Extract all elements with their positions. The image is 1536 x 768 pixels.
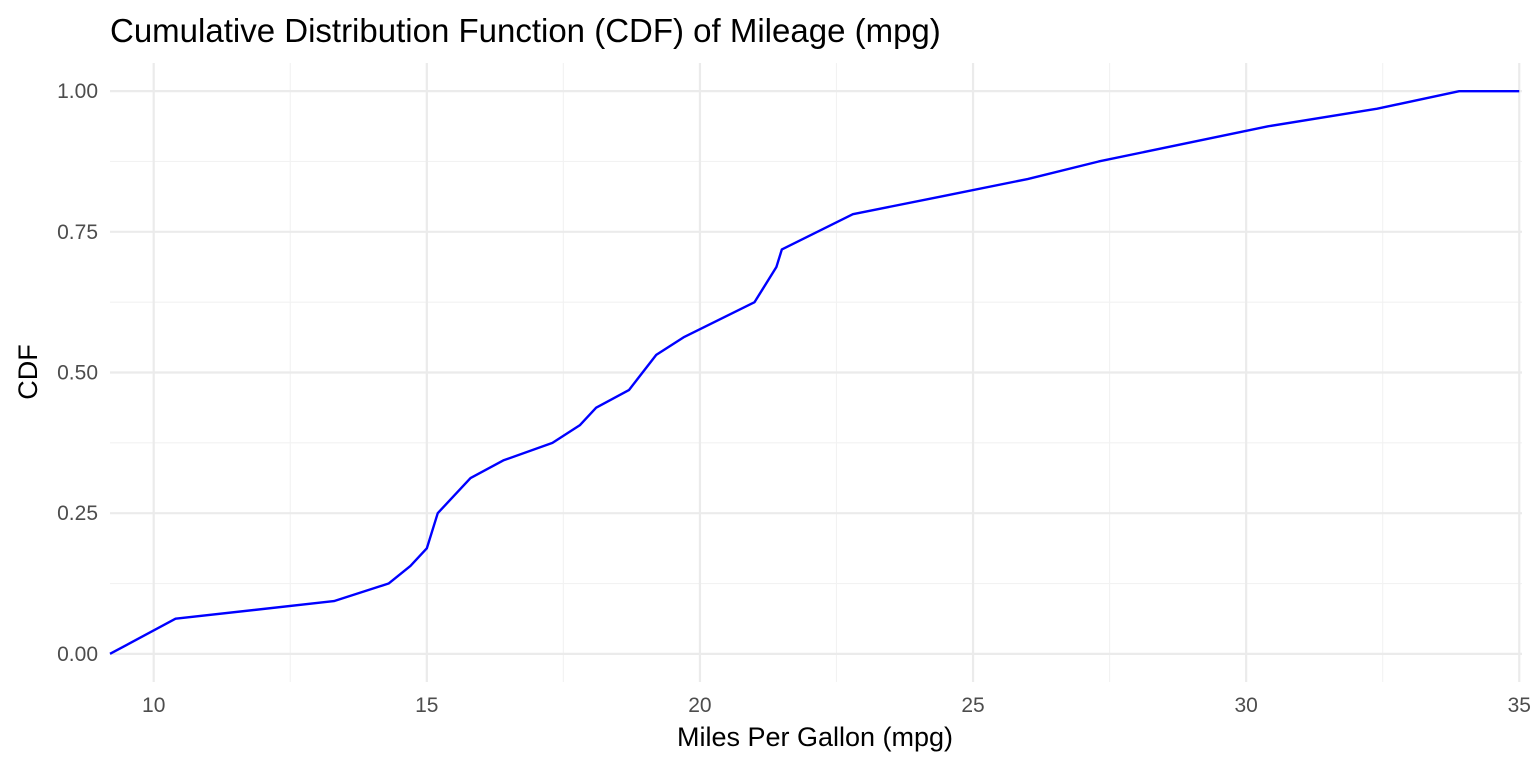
y-tick-label: 0.25 [57, 502, 98, 525]
tick-labels: 10 15 20 25 30 35 0.00 0.25 0.50 0.75 1.00 [57, 80, 1531, 717]
x-tick-label: 30 [1234, 694, 1257, 717]
y-tick-label: 1.00 [57, 80, 98, 103]
x-tick-label: 15 [415, 694, 438, 717]
x-tick-label: 10 [142, 694, 165, 717]
y-tick-label: 0.75 [57, 221, 98, 244]
x-tick-label: 35 [1508, 694, 1531, 717]
grid-lines [110, 63, 1522, 682]
y-axis-title: CDF [13, 344, 43, 400]
x-tick-label: 25 [961, 694, 984, 717]
x-tick-label: 20 [688, 694, 711, 717]
y-tick-label: 0.50 [57, 362, 98, 385]
x-axis-title: Miles Per Gallon (mpg) [677, 722, 953, 752]
cdf-line [109, 89, 1520, 655]
chart-title: Cumulative Distribution Function (CDF) o… [110, 12, 941, 49]
y-tick-label: 0.00 [57, 643, 98, 666]
series-layer [109, 89, 1520, 655]
